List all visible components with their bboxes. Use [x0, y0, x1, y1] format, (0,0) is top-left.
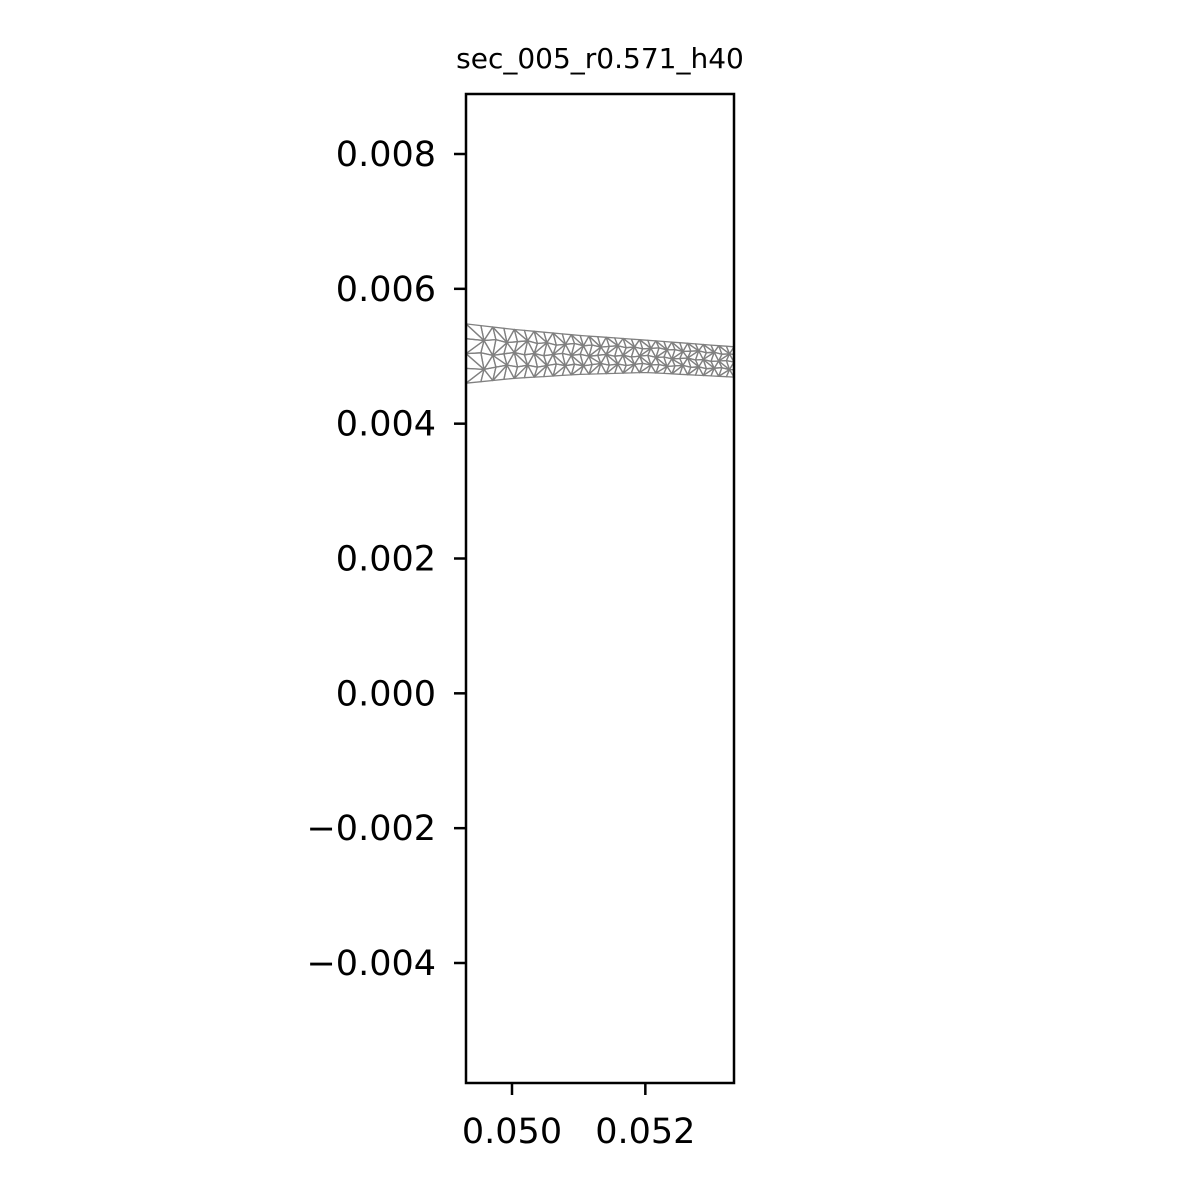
plot-frame: [464, 92, 736, 1085]
chart-title: sec_005_r0.571_h40: [456, 42, 744, 75]
mesh-triangle: [579, 334, 590, 347]
mesh-triangle: [480, 324, 494, 342]
y-tick-label: 0.000: [336, 674, 436, 714]
mesh-triangle: [725, 345, 735, 355]
y-axis: 0.008 0.006 0.004 0.002 0.000 −0.002 −0.004: [306, 135, 466, 984]
mesh-triangle: [679, 342, 689, 353]
mesh-triangle: [663, 340, 673, 351]
mesh-triangle: [614, 337, 624, 347]
x-tick-label: 0.050: [462, 1112, 562, 1152]
y-tick-label: 0.006: [336, 270, 436, 310]
mesh-triangle: [503, 327, 515, 344]
x-axis: 0.050 0.052: [462, 1083, 695, 1152]
mesh-triangle: [597, 336, 607, 348]
y-tick-label: 0.002: [336, 539, 436, 579]
mesh-triangle: [480, 368, 494, 383]
mesh-triangle: [694, 343, 704, 352]
y-tick-label: 0.004: [336, 405, 436, 445]
mesh-triangle: [543, 331, 554, 344]
y-tick-label: 0.008: [336, 135, 436, 175]
mesh-triangle: [710, 344, 720, 353]
x-tick-label: 0.052: [595, 1112, 695, 1152]
y-tick-label: −0.002: [306, 809, 436, 849]
mesh: [465, 323, 735, 384]
mesh-triangle: [503, 351, 515, 366]
mesh-triangle: [647, 339, 657, 349]
mesh-triangle: [523, 329, 535, 342]
y-tick-label: −0.004: [306, 944, 436, 984]
mesh-triangle: [561, 333, 572, 345]
mesh-triangle: [630, 338, 641, 348]
